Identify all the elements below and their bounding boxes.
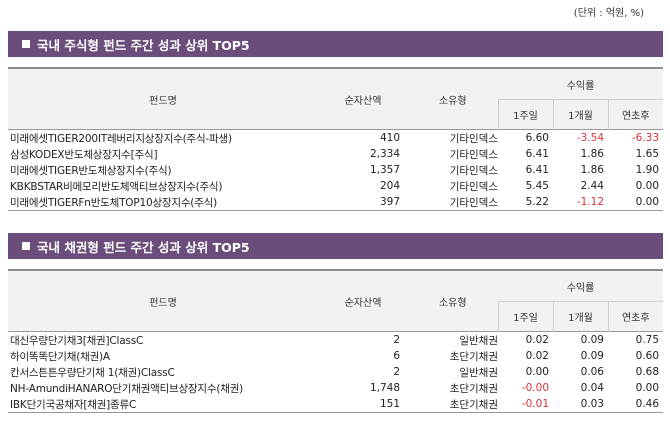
col-header-name: 펀드명	[8, 270, 318, 332]
col-header-type: 소유형	[408, 68, 498, 130]
table-row: NH-AmundiHANARO단기채권액티브상장지수(채권) 1,748 초단기…	[8, 380, 663, 396]
table-row: 대신우량단기채3[채권]ClassC 2 일반채권 0.02 0.09 0.75	[8, 332, 663, 349]
sub-type: 기타인덱스	[449, 132, 498, 145]
return-ytd: 0.46	[635, 398, 660, 410]
return-ytd: 0.75	[635, 334, 660, 346]
return-1m: 0.06	[580, 366, 604, 378]
unit-note: (단위 : 억원, %)	[573, 8, 644, 19]
col-header-returns: 수익률	[498, 270, 664, 302]
table-row: 칸서스튼튼우량단기채 1(채권)ClassC 2 일반채권 0.00 0.06 …	[8, 364, 663, 380]
table-row: 하이똑똑단기채(채권)A 6 초단기채권 0.02 0.09 0.60	[8, 348, 663, 364]
return-1w: 5.45	[525, 180, 549, 192]
col-header-asset: 순자산액	[318, 270, 408, 332]
col-header-ytd: 연초후	[607, 99, 664, 130]
return-1w: 0.02	[525, 334, 549, 346]
sub-type: 일반채권	[459, 334, 498, 347]
bond-rows: 대신우량단기채3[채권]ClassC 2 일반채권 0.02 0.09 0.75…	[8, 332, 664, 413]
square-bullet-icon	[22, 242, 30, 250]
return-1w: 5.22	[525, 196, 549, 208]
return-ytd: 1.65	[635, 148, 660, 160]
equity-table: 펀드명 순자산액 소유형 수익률 1주일 1개월 연초후 미래에셋TIGER20…	[8, 67, 664, 211]
col-header-1m: 1개월	[552, 301, 608, 332]
sub-type: 초단기채권	[449, 382, 498, 395]
return-1m: 0.04	[580, 382, 604, 394]
sub-type: 기타인덱스	[449, 180, 498, 193]
bond-banner: 국내 채권형 펀드 주간 성과 상위 TOP5	[8, 233, 663, 259]
col-header-type: 소유형	[408, 270, 498, 332]
bond-title: 국내 채권형 펀드 주간 성과 상위 TOP5	[37, 239, 250, 255]
sub-type: 기타인덱스	[449, 164, 498, 177]
return-1w: -0.01	[521, 398, 549, 410]
net-asset: 6	[393, 350, 400, 362]
bond-table: 펀드명 순자산액 소유형 수익률 1주일 1개월 연초후 대신우량단기채3[채권…	[8, 269, 664, 413]
square-bullet-icon	[22, 40, 30, 48]
return-1w: 0.00	[525, 366, 549, 378]
col-header-1w: 1주일	[497, 99, 553, 130]
fund-name: 미래에셋TIGER200IT레버리지상장지수(주식-파생)	[10, 132, 232, 145]
fund-name: 대신우량단기채3[채권]ClassC	[10, 334, 144, 347]
fund-name: 하이똑똑단기채(채권)A	[10, 350, 110, 363]
net-asset: 1,357	[369, 164, 400, 176]
sub-type: 기타인덱스	[449, 148, 498, 161]
equity-title: 국내 주식형 펀드 주간 성과 상위 TOP5	[37, 37, 250, 53]
return-ytd: 1.90	[635, 164, 660, 176]
table-row: 미래에셋TIGERFn반도체TOP10상장지수(주식) 397 기타인덱스 5.…	[8, 194, 664, 211]
return-1w: 6.60	[525, 132, 549, 144]
table-row: 미래에셋TIGER반도체상장지수(주식) 1,357 기타인덱스 6.41 1.…	[8, 162, 663, 178]
sub-type: 기타인덱스	[449, 196, 498, 209]
return-ytd: 0.68	[635, 366, 660, 378]
table-row: KBKBSTAR비메모리반도체액티브상장지수(주식) 204 기타인덱스 5.4…	[8, 178, 663, 194]
net-asset: 2	[393, 366, 400, 378]
net-asset: 2	[393, 334, 400, 346]
return-ytd: 0.00	[635, 180, 660, 192]
col-header-returns: 수익률	[498, 68, 664, 100]
return-ytd: 0.60	[635, 350, 660, 362]
sub-type: 초단기채권	[449, 398, 498, 411]
bond-section: 국내 채권형 펀드 주간 성과 상위 TOP5 펀드명 순자산액 소유형 수익률…	[8, 233, 664, 413]
return-1w: 6.41	[525, 164, 549, 176]
net-asset: 151	[379, 398, 400, 410]
col-header-name: 펀드명	[8, 68, 318, 130]
net-asset: 410	[379, 132, 400, 144]
return-1m: 0.09	[580, 334, 604, 346]
fund-name: 미래에셋TIGERFn반도체TOP10상장지수(주식)	[10, 196, 218, 209]
return-1w: 0.02	[525, 350, 549, 362]
return-1m: -1.12	[576, 196, 604, 208]
col-header-1m: 1개월	[552, 99, 608, 130]
net-asset: 397	[379, 196, 400, 208]
table-row: IBK단기국공채자[채권]종류C 151 초단기채권 -0.01 0.03 0.…	[8, 396, 664, 413]
fund-name: IBK단기국공채자[채권]종류C	[10, 398, 137, 411]
return-ytd: 0.00	[635, 196, 660, 208]
net-asset: 1,748	[369, 382, 400, 394]
return-1m: 1.86	[580, 148, 604, 160]
return-1m: 0.03	[580, 398, 604, 410]
sub-type: 초단기채권	[449, 350, 498, 363]
sub-type: 일반채권	[459, 366, 498, 379]
equity-section: 국내 주식형 펀드 주간 성과 상위 TOP5 펀드명 순자산액 소유형 수익률…	[8, 31, 664, 211]
return-ytd: -6.33	[631, 132, 660, 144]
net-asset: 2,334	[369, 148, 400, 160]
col-header-1w: 1주일	[497, 301, 553, 332]
fund-name: 미래에셋TIGER반도체상장지수(주식)	[10, 164, 172, 177]
equity-banner: 국내 주식형 펀드 주간 성과 상위 TOP5	[8, 31, 663, 57]
col-header-ytd: 연초후	[607, 301, 664, 332]
return-1m: -3.54	[576, 132, 604, 144]
fund-name: NH-AmundiHANARO단기채권액티브상장지수(채권)	[10, 382, 244, 395]
table-row: 미래에셋TIGER200IT레버리지상장지수(주식-파생) 410 기타인덱스 …	[8, 130, 663, 147]
return-1w: 6.41	[525, 148, 549, 160]
return-1w: -0.00	[521, 382, 549, 394]
col-header-asset: 순자산액	[318, 68, 408, 130]
fund-name: KBKBSTAR비메모리반도체액티브상장지수(주식)	[10, 180, 223, 193]
fund-name: 삼성KODEX반도체상장지수[주식]	[10, 148, 158, 161]
return-ytd: 0.00	[635, 382, 660, 394]
table-row: 삼성KODEX반도체상장지수[주식] 2,334 기타인덱스 6.41 1.86…	[8, 146, 663, 162]
return-1m: 1.86	[580, 164, 604, 176]
fund-name: 칸서스튼튼우량단기채 1(채권)ClassC	[10, 366, 175, 379]
return-1m: 2.44	[580, 180, 604, 192]
net-asset: 204	[379, 180, 400, 192]
equity-rows: 미래에셋TIGER200IT레버리지상장지수(주식-파생) 410 기타인덱스 …	[8, 130, 664, 211]
return-1m: 0.09	[580, 350, 604, 362]
